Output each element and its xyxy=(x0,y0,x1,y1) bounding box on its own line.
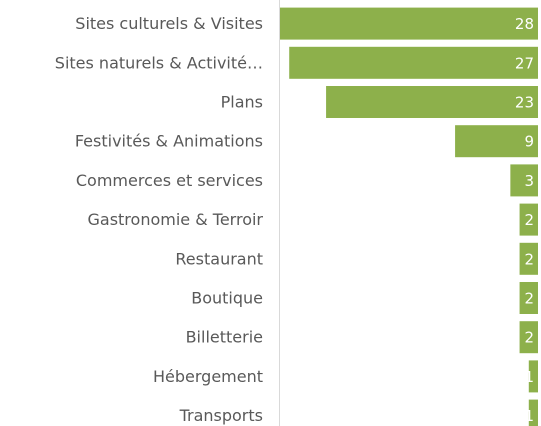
bar xyxy=(510,164,538,197)
category-label: Sites culturels & Visites xyxy=(75,14,263,33)
value-label: 9 xyxy=(524,133,534,151)
category-label: Commerces et services xyxy=(76,171,263,190)
value-label: 28 xyxy=(515,15,534,33)
category-label: Boutique xyxy=(191,289,263,308)
value-label: 1 xyxy=(524,368,534,386)
bar xyxy=(519,282,538,314)
bar xyxy=(289,46,538,79)
value-label: 1 xyxy=(524,407,534,425)
value-label: 27 xyxy=(515,54,534,72)
bar xyxy=(519,242,538,275)
value-label: 2 xyxy=(524,211,534,229)
value-label: 23 xyxy=(515,94,534,112)
value-label: 3 xyxy=(524,172,534,190)
category-label: Transports xyxy=(179,406,263,425)
category-label: Restaurant xyxy=(175,249,263,268)
category-label: Festivités & Animations xyxy=(75,132,263,151)
category-label: Billetterie xyxy=(186,328,263,347)
bar xyxy=(519,321,538,354)
value-label: 2 xyxy=(524,250,534,268)
bar xyxy=(280,7,538,40)
category-label: Sites naturels & Activité… xyxy=(55,53,263,72)
bar xyxy=(519,203,538,236)
bar xyxy=(326,86,538,118)
bar xyxy=(528,360,538,393)
value-label: 2 xyxy=(524,290,534,308)
category-label: Hébergement xyxy=(153,367,263,386)
bar xyxy=(528,399,538,426)
category-label: Plans xyxy=(221,93,263,112)
category-label: Gastronomie & Terroir xyxy=(87,210,263,229)
bar xyxy=(455,125,538,158)
value-label: 2 xyxy=(524,329,534,347)
